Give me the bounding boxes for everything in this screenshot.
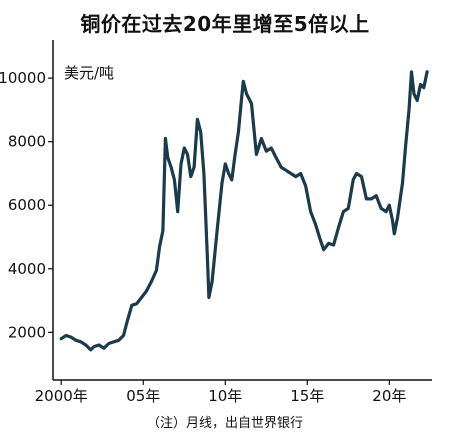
chart-footnote: （注）月线，出自世界银行	[146, 416, 303, 431]
series-line-copper-price	[59, 70, 429, 352]
y-tick-label: 4000	[8, 260, 46, 278]
x-tick-label: 2000年	[35, 387, 88, 405]
y-tick-label: 2000	[8, 323, 46, 341]
x-tick-label: 05年	[126, 387, 160, 405]
x-ticks: 2000年 05年 10年 15年 20年	[35, 380, 406, 405]
axes	[52, 40, 432, 381]
y-tick-label: 8000	[8, 133, 46, 151]
y-axis-unit-label: 美元/吨	[64, 64, 115, 82]
x-tick-label: 10年	[208, 387, 242, 405]
x-tick-label: 20年	[372, 387, 406, 405]
chart-title: 铜价在过去20年里增至5倍以上	[80, 12, 370, 36]
x-tick-label: 15年	[290, 387, 324, 405]
y-tick-label: 10000	[0, 69, 46, 87]
y-ticks: 2000 4000 6000 8000 10000	[0, 69, 53, 341]
y-tick-label: 6000	[8, 196, 46, 214]
